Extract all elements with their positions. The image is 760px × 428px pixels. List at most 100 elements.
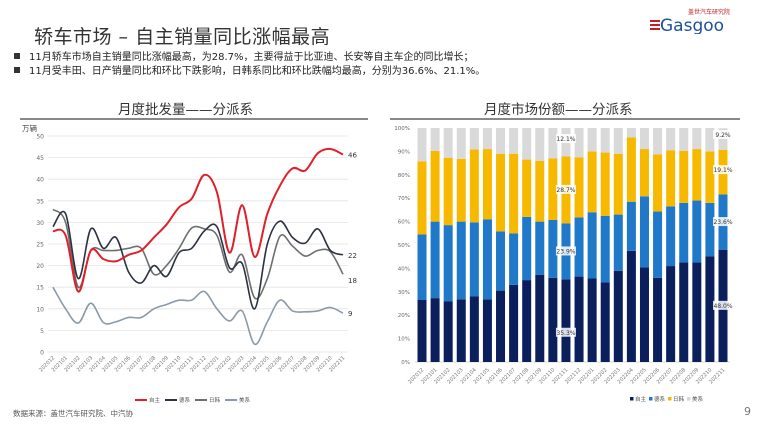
y-tick-label: 30 — [36, 220, 44, 227]
bar-segment-自主 — [561, 279, 571, 362]
bar-segment-日韩 — [535, 160, 545, 222]
bar-segment-德系 — [443, 225, 453, 302]
bar-segment-自主 — [509, 284, 519, 362]
y-tick-label: 50% — [398, 243, 410, 249]
data-label-text: 48.0% — [713, 303, 732, 310]
bar-segment-德系 — [587, 212, 597, 279]
bullet-text: 11月受丰田、日产销量同比和环比下跌影响，日韩系同比和环比跌幅均最高，分别为36… — [29, 66, 486, 77]
data-label-bg — [713, 130, 733, 140]
bar-segment-美系 — [469, 128, 479, 150]
bar-segment-自主 — [482, 299, 492, 362]
bar-segment-日韩 — [600, 152, 610, 216]
bar-segment-自主 — [705, 256, 715, 362]
bar-segment-日韩 — [548, 158, 558, 220]
bar-segment-自主 — [600, 282, 610, 362]
legend-swatch — [649, 397, 653, 401]
y-tick-label: 50 — [36, 134, 44, 141]
bar-segment-自主 — [613, 270, 623, 362]
bar-segment-日韩 — [613, 153, 623, 215]
logo-text: Gasgoo — [660, 16, 724, 34]
data-label-bg — [713, 165, 733, 175]
legend-item-自主: 自主 — [630, 395, 647, 403]
bar-segment-美系 — [496, 128, 506, 154]
bar-segment-日韩 — [692, 149, 702, 201]
logo-subtext: 盖世汽车研究院 — [688, 8, 730, 16]
end-label: 9 — [348, 310, 352, 318]
bullet-text: 11月轿车市场自主销量同比涨幅最高，为28.7%，主要得益于比亚迪、长安等自主车… — [29, 52, 474, 63]
bar-segment-德系 — [456, 221, 466, 300]
bar-segment-自主 — [639, 267, 649, 362]
bar-segment-德系 — [430, 221, 440, 299]
legend-label: 德系 — [179, 396, 191, 404]
end-label: 22 — [348, 252, 357, 260]
bar-segment-自主 — [522, 280, 532, 362]
bar-segment-德系 — [548, 219, 558, 278]
data-label-bg — [555, 134, 576, 143]
bullet-square-icon — [14, 53, 20, 59]
bar-segment-德系 — [639, 196, 649, 268]
legend-swatch — [687, 397, 691, 401]
bar-segment-日韩 — [679, 150, 689, 203]
bar-segment-日韩 — [522, 159, 532, 217]
bar-segment-德系 — [535, 221, 545, 275]
bullet-1: 11月轿车市场自主销量同比涨幅最高，为28.7%，主要得益于比亚迪、长安等自主车… — [14, 48, 474, 63]
y-tick-label: 40 — [36, 177, 44, 184]
bar-segment-德系 — [482, 219, 492, 300]
bullet-square-icon — [14, 67, 20, 73]
bar-segment-日韩 — [482, 149, 492, 220]
series-line-德系 — [52, 210, 344, 310]
bar-segment-自主 — [626, 250, 636, 362]
y-tick-label: 10 — [36, 306, 44, 313]
data-label: 23.9% — [555, 246, 576, 256]
bar-segment-德系 — [496, 231, 506, 291]
legend-item-美系: 美系 — [687, 395, 704, 403]
bar-segment-自主 — [653, 277, 663, 362]
bar-segment-美系 — [653, 128, 663, 155]
y-tick-label: 70% — [398, 196, 410, 202]
bar-segment-日韩 — [469, 149, 479, 223]
legend-swatch — [630, 397, 634, 401]
legend-label: 美系 — [239, 396, 251, 404]
y-tick-label: 40% — [398, 266, 410, 272]
y-axis-unit: 万辆 — [22, 123, 37, 133]
bar-segment-自主 — [535, 274, 545, 362]
y-tick-label: 80% — [398, 173, 410, 179]
y-tick-label: 15 — [36, 285, 44, 292]
left-title-divider — [20, 118, 368, 120]
bar-segment-德系 — [600, 215, 610, 283]
left-chart-title: 月度批发量——分派系 — [118, 102, 253, 118]
bar-segment-自主 — [692, 262, 702, 362]
end-label: 18 — [348, 277, 357, 285]
legend-label: 自主 — [149, 396, 161, 404]
bar-segment-美系 — [679, 128, 689, 151]
bar-segment-自主 — [496, 290, 506, 362]
bar-segment-德系 — [509, 233, 519, 285]
bullet-2: 11月受丰田、日产销量同比和环比下跌影响，日韩系同比和环比跌幅均最高，分别为36… — [14, 62, 485, 77]
bar-segment-日韩 — [574, 157, 584, 218]
bar-segment-德系 — [574, 217, 584, 277]
bar-segment-德系 — [417, 234, 427, 300]
bar-segment-美系 — [692, 128, 702, 150]
data-label-text: 9.2% — [715, 132, 731, 139]
bar-segment-美系 — [535, 128, 545, 161]
line-chart: 万辆05101520253035404550202012202101202102… — [22, 123, 357, 404]
data-label-text: 23.6% — [713, 219, 732, 226]
legend-item-日韩: 日韩 — [668, 395, 685, 403]
y-tick-label: 20% — [398, 313, 410, 319]
bar-segment-美系 — [626, 128, 636, 138]
bar-segment-自主 — [443, 301, 453, 362]
bar-segment-日韩 — [417, 161, 427, 235]
bar-segment-美系 — [574, 128, 584, 158]
bar-segment-自主 — [430, 298, 440, 362]
bar-segment-美系 — [443, 128, 453, 158]
legend-label: 日韩 — [673, 395, 685, 403]
bar-segment-美系 — [548, 128, 558, 159]
legend-item-自主: 自主 — [135, 396, 161, 404]
y-tick-label: 100% — [394, 126, 410, 132]
bar-segment-德系 — [626, 201, 636, 251]
data-label-text: 35.3% — [556, 330, 575, 337]
data-label-text: 23.9% — [556, 248, 575, 255]
y-tick-label: 35 — [36, 198, 44, 205]
legend-label: 日韩 — [209, 396, 221, 404]
bar-segment-自主 — [469, 296, 479, 362]
